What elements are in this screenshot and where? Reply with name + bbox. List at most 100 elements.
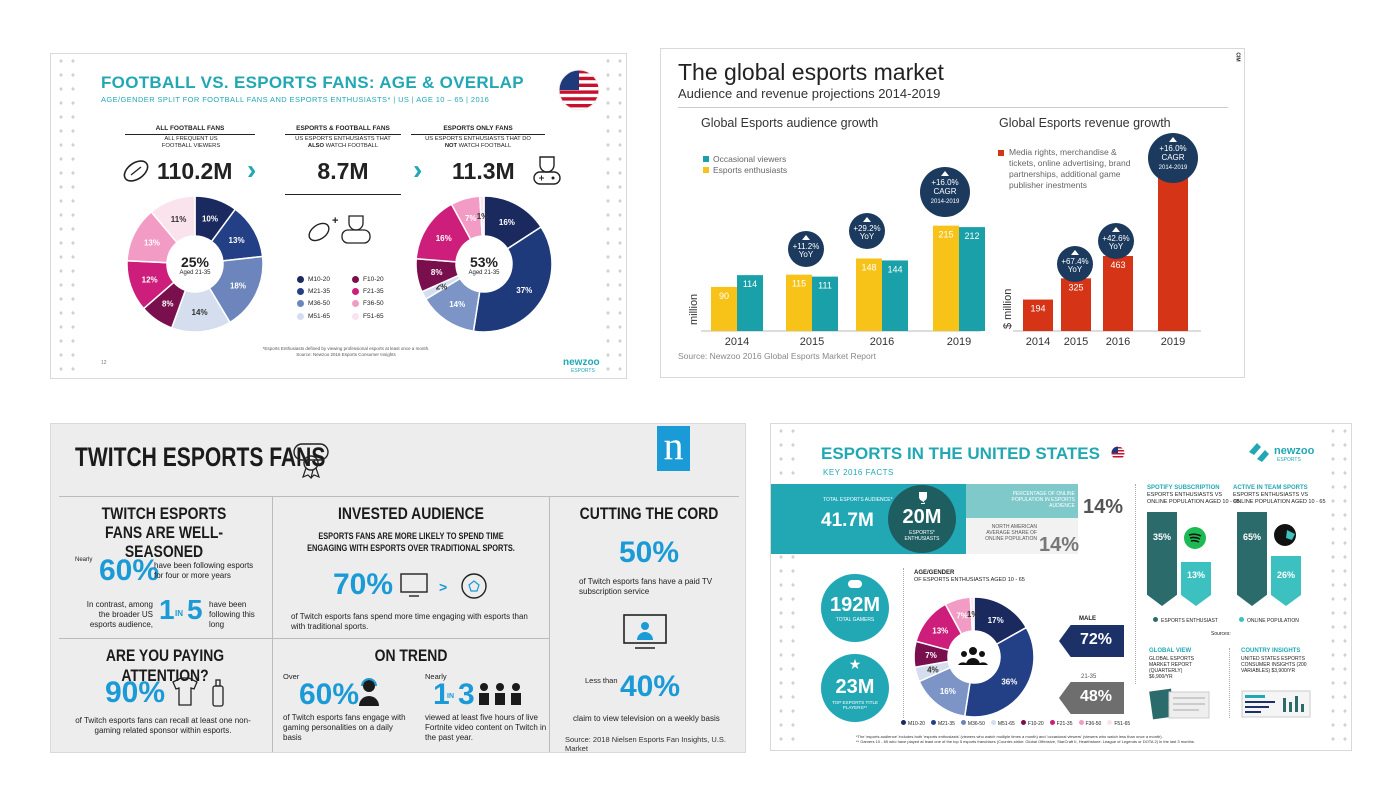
top-players-circle bbox=[821, 654, 889, 722]
bar-occasional bbox=[812, 276, 838, 331]
in-label-2: IN bbox=[447, 693, 454, 700]
col2-sub: US ESPORTS ENTHUSIASTS THAT ALSO WATCH FO… bbox=[295, 136, 391, 149]
growth-badge: +42.6%YoY bbox=[1098, 223, 1134, 259]
cord-percent: 50% bbox=[618, 536, 680, 569]
legend-item: M10-20 bbox=[901, 720, 925, 727]
bar-label: 215 bbox=[938, 230, 953, 240]
audience-chart-title: Global Esports audience growth bbox=[701, 116, 879, 130]
growth-badge: +16.0%CAGR 2014-2019 bbox=[920, 167, 970, 217]
na-band bbox=[966, 518, 1078, 554]
legend-item: F51-65 bbox=[352, 312, 407, 320]
year-label: 2019 bbox=[947, 336, 971, 348]
five-digit: 5 bbox=[187, 594, 203, 625]
svg-text:CAGR: CAGR bbox=[1161, 153, 1184, 162]
trend-text-2: viewed at least five hours of live Fortn… bbox=[425, 713, 547, 742]
dot-pattern-left bbox=[55, 54, 79, 378]
sources-label: Sources: bbox=[1211, 631, 1231, 637]
year-label: 2016 bbox=[1106, 336, 1130, 348]
revenue-y-label: $ million bbox=[1002, 289, 1014, 329]
chevron-right-icon-2: › bbox=[413, 154, 423, 185]
bar-enthusiasts bbox=[933, 225, 959, 331]
year-label: 2016 bbox=[870, 336, 894, 348]
team-enthusiast-bar bbox=[1237, 512, 1267, 606]
year-label: 2014 bbox=[1026, 336, 1050, 348]
section-cord-heading: CUTTING THE CORD bbox=[579, 504, 719, 523]
attention-percent: 90% bbox=[105, 676, 166, 709]
bar-revenue bbox=[1061, 278, 1091, 331]
legend-item: M36-50 bbox=[960, 720, 985, 727]
section-trend-heading: ON TREND bbox=[374, 646, 448, 665]
pie2-label: 37% bbox=[516, 286, 532, 295]
star-icon: ★ bbox=[848, 656, 862, 672]
svg-text:+29.2%: +29.2% bbox=[853, 224, 880, 233]
svg-text:+11.2%: +11.2% bbox=[793, 242, 820, 251]
pie-chart-enthusiasts: 17%36%16%4%7%13%7%1% bbox=[913, 596, 1035, 718]
pie1-label: 10% bbox=[202, 214, 218, 223]
pie4-slice bbox=[963, 626, 1035, 718]
country-insights-text: UNITED STATES ESPORTS CONSUMER INSIGHTS … bbox=[1241, 656, 1307, 674]
football-vs-esports-panel: FOOTBALL VS. ESPORTS FANS: AGE & OVERLAP… bbox=[50, 53, 627, 379]
legend-online: ONLINE POPULATION bbox=[1239, 617, 1299, 624]
team-online-bar bbox=[1271, 556, 1301, 606]
male-value: 72% bbox=[1079, 631, 1113, 648]
streamer-icon bbox=[359, 678, 379, 706]
legend-item: M51-65 bbox=[990, 720, 1015, 727]
attention-text: of Twitch esports fans can recall at lea… bbox=[75, 716, 251, 735]
group-icon bbox=[958, 647, 988, 665]
legend-enthusiast: ESPORTS ENTHUSIAST bbox=[1153, 617, 1218, 624]
pie4-label: 7% bbox=[956, 612, 968, 621]
age-gender-legend: M10-20 M21-35 M36-50 M51-65 F10-20 F21-35 F36-… bbox=[901, 720, 1131, 727]
newzoo-logo-icon bbox=[1249, 443, 1269, 462]
year-label: 2015 bbox=[1064, 336, 1088, 348]
bar-occasional bbox=[737, 275, 763, 331]
divider-mid bbox=[59, 638, 549, 639]
enthusiasts-label: ESPORTS* ENTHUSIASTS bbox=[904, 530, 940, 542]
seasoned-percent: 60% bbox=[99, 554, 160, 587]
three-digit: 3 bbox=[458, 678, 475, 711]
newzoo-logo: newzoo bbox=[563, 357, 600, 368]
team-sports-heading: ACTIVE IN TEAM SPORTS bbox=[1233, 485, 1308, 491]
col2-value: 8.7M bbox=[317, 158, 369, 184]
dot-pattern-right bbox=[1327, 424, 1351, 750]
svg-text:YoY: YoY bbox=[1109, 242, 1124, 251]
legend-item: F10-20 bbox=[1020, 720, 1044, 727]
bar-label: 212 bbox=[964, 231, 979, 241]
svg-text:+16.0%: +16.0% bbox=[1159, 144, 1186, 153]
spotify-enthusiast-value: 35% bbox=[1152, 532, 1171, 542]
audience-y-label: million bbox=[688, 294, 700, 325]
gamepad-icon bbox=[848, 580, 862, 588]
seasoned-text: have been following esports for four or … bbox=[154, 561, 254, 580]
spotify-sub: ESPORTS ENTHUSIASTS VS ONLINE POPULATION… bbox=[1147, 492, 1240, 505]
tv-weekly-text: claim to view television on a weekly bas… bbox=[573, 714, 720, 723]
male-label: MALE bbox=[1079, 616, 1096, 622]
pie-chart-esports-only: 16% 37% 14%2% 8% 16% 7% 1% bbox=[415, 195, 553, 333]
growth-badge: +29.2%YoY bbox=[849, 213, 885, 249]
col1-sub: ALL FREQUENT US FOOTBALL VIEWERS bbox=[161, 136, 221, 149]
newzoo-logo-sub: ESPORTS bbox=[1277, 457, 1301, 463]
bar-label: 114 bbox=[743, 279, 757, 289]
panel-subtitle: AGE/GENDER SPLIT FOR FOOTBALL FANS AND E… bbox=[101, 95, 490, 104]
pie1-label: 18% bbox=[230, 281, 246, 290]
pie1-center-sub: Aged 21-35 bbox=[179, 270, 211, 276]
col2-head: ESPORTS & FOOTBALL FANS bbox=[285, 125, 401, 135]
pie1-center: 25% bbox=[180, 254, 210, 270]
shirt-bottle-icon bbox=[172, 677, 224, 707]
nearly-label: Nearly bbox=[75, 557, 93, 563]
svg-text:CAGR: CAGR bbox=[933, 187, 956, 196]
tv-viewer-icon bbox=[623, 614, 667, 649]
svg-text:YoY: YoY bbox=[799, 250, 814, 259]
year-label: 2015 bbox=[800, 336, 824, 348]
section-attention-heading: ARE YOU PAYING ATTENTION? bbox=[105, 646, 225, 685]
pie1-label: 11% bbox=[171, 215, 187, 224]
svg-text:2014-2019: 2014-2019 bbox=[1159, 165, 1188, 171]
legend-item: F36-50 bbox=[1078, 720, 1101, 727]
bar-enthusiasts bbox=[786, 274, 812, 331]
bar-label: 463 bbox=[1110, 260, 1125, 270]
team-sports-sub: ESPORTS ENTHUSIASTS VS ONLINE POPULATION… bbox=[1233, 492, 1326, 505]
bar-revenue bbox=[1103, 255, 1133, 331]
audience-value: 41.7M bbox=[821, 510, 874, 531]
growth-badge: +11.2%YoY bbox=[788, 231, 824, 267]
dot-pattern-left bbox=[775, 424, 799, 750]
legend-item: M51-65 bbox=[297, 312, 352, 320]
divider-dotted bbox=[903, 568, 904, 718]
